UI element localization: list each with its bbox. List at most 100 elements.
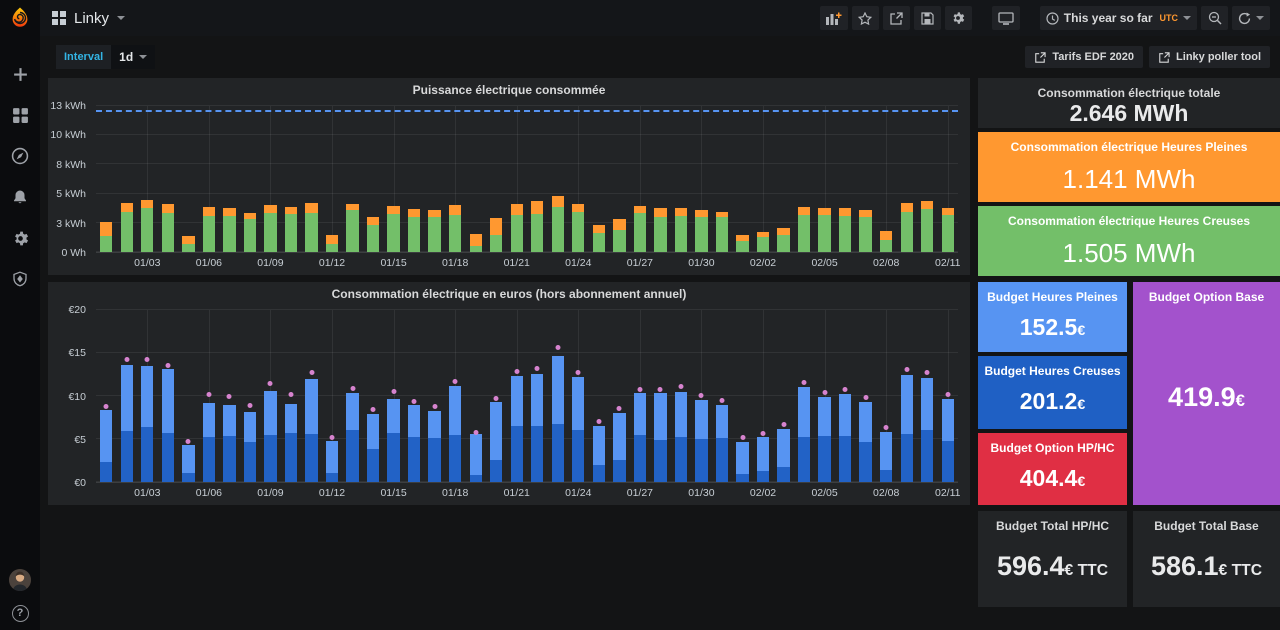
v-gridline bbox=[886, 310, 888, 482]
bar-segment bbox=[469, 433, 482, 476]
bar-segment bbox=[674, 437, 688, 482]
panel-title[interactable]: Puissance électrique consommée bbox=[412, 83, 606, 97]
user-avatar[interactable] bbox=[9, 569, 31, 591]
x-tick-label: 01/24 bbox=[565, 257, 592, 269]
x-tick-label: 01/30 bbox=[688, 487, 715, 499]
bar-segment bbox=[284, 432, 298, 482]
bar-segment bbox=[428, 210, 441, 218]
bar-segment bbox=[325, 472, 339, 482]
stat-title[interactable]: Budget Option Base bbox=[1148, 290, 1265, 304]
x-tick-label: 01/03 bbox=[134, 257, 161, 269]
bar-segment bbox=[387, 213, 400, 252]
y-tick-label: 5 kWh bbox=[56, 188, 86, 201]
dashboard-title-caret-icon[interactable] bbox=[117, 16, 126, 20]
h-gridline bbox=[96, 251, 958, 252]
bar-segment bbox=[428, 438, 441, 482]
bar-segment bbox=[161, 432, 174, 482]
bar-segment bbox=[182, 445, 195, 473]
dashboards-icon[interactable] bbox=[6, 101, 34, 129]
bar-segment bbox=[777, 467, 790, 482]
point-marker bbox=[267, 380, 273, 386]
refresh-button[interactable] bbox=[1232, 6, 1270, 30]
time-range-picker[interactable]: This year so far UTC bbox=[1039, 6, 1197, 30]
link-tarifs-edf[interactable]: Tarifs EDF 2020 bbox=[1025, 46, 1144, 68]
y-tick-label: 13 kWh bbox=[50, 100, 86, 112]
point-marker bbox=[165, 362, 171, 368]
bar-segment bbox=[674, 216, 688, 252]
share-dashboard-button[interactable] bbox=[882, 6, 910, 30]
x-tick-label: 02/02 bbox=[749, 487, 777, 499]
stat-title[interactable]: Consommation électrique totale bbox=[1037, 86, 1221, 100]
bar-segment bbox=[859, 402, 872, 442]
x-tick-label: 02/11 bbox=[934, 257, 961, 269]
bar-segment bbox=[449, 385, 462, 435]
bar-segment bbox=[756, 237, 770, 252]
grafana-logo-icon[interactable] bbox=[0, 0, 40, 36]
bar-segment bbox=[202, 402, 216, 438]
stat-budget-total-hphc: Budget Total HP/HC 596.4€ TTC bbox=[978, 511, 1127, 607]
bar-segment bbox=[880, 432, 893, 470]
bar-segment bbox=[161, 369, 174, 433]
x-tick-label: 01/15 bbox=[380, 487, 407, 499]
v-gridline bbox=[763, 106, 765, 252]
star-dashboard-button[interactable] bbox=[851, 6, 879, 30]
interval-variable[interactable]: Interval 1d bbox=[56, 45, 156, 69]
server-admin-shield-icon[interactable] bbox=[6, 265, 34, 293]
create-icon[interactable] bbox=[6, 60, 34, 88]
v-gridline bbox=[332, 310, 334, 482]
point-marker bbox=[329, 434, 335, 440]
euro-chart-plot bbox=[96, 309, 958, 483]
bar-segment bbox=[859, 217, 872, 252]
bar-segment bbox=[941, 399, 954, 441]
bar-segment bbox=[818, 214, 831, 252]
bar-segment bbox=[100, 221, 113, 237]
bar-segment bbox=[305, 378, 318, 434]
add-panel-button[interactable] bbox=[819, 6, 848, 30]
bar-segment bbox=[223, 436, 236, 482]
v-gridline bbox=[455, 106, 457, 252]
h-gridline bbox=[96, 395, 958, 396]
bar-segment bbox=[407, 209, 421, 218]
bar-segment bbox=[100, 409, 113, 463]
stat-title[interactable]: Budget Heures Creuses bbox=[984, 364, 1121, 378]
external-link-icon bbox=[1035, 51, 1046, 63]
time-range-caret-icon bbox=[1183, 16, 1191, 20]
stat-title[interactable]: Consommation électrique Heures Creuses bbox=[1007, 214, 1251, 228]
bar-segment bbox=[613, 413, 626, 460]
link-linky-poller[interactable]: Linky poller tool bbox=[1149, 46, 1270, 68]
alerting-bell-icon[interactable] bbox=[6, 183, 34, 211]
bar-segment bbox=[531, 373, 544, 427]
x-axis: 01/03 01/06 01/09 01/12 01/15 01/18 01/21 01/24… bbox=[96, 257, 961, 272]
bar-segment bbox=[613, 459, 626, 482]
point-marker bbox=[719, 397, 725, 403]
stat-title[interactable]: Budget Total HP/HC bbox=[995, 519, 1110, 533]
dashboard-title[interactable]: Linky bbox=[74, 9, 110, 27]
bar-segment bbox=[243, 442, 257, 482]
zoom-out-button[interactable] bbox=[1201, 6, 1228, 30]
refresh-interval-caret-icon[interactable] bbox=[1256, 16, 1264, 20]
bar-segment bbox=[366, 449, 380, 482]
bar-segment bbox=[449, 214, 462, 252]
bar-segment bbox=[490, 235, 503, 252]
stat-title[interactable]: Budget Total Base bbox=[1154, 519, 1259, 533]
dashboard-settings-button[interactable] bbox=[944, 6, 972, 30]
stat-title[interactable]: Consommation électrique Heures Pleines bbox=[1010, 140, 1248, 154]
stat-title[interactable]: Budget Heures Pleines bbox=[987, 290, 1118, 304]
cycle-view-tv-button[interactable] bbox=[991, 6, 1020, 30]
bar-segment bbox=[428, 217, 441, 252]
interval-value-dropdown[interactable]: 1d bbox=[111, 45, 156, 69]
panel-title[interactable]: Consommation électrique en euros (hors a… bbox=[331, 287, 687, 301]
point-marker bbox=[924, 370, 930, 376]
help-icon[interactable]: ? bbox=[11, 605, 29, 622]
stat-title[interactable]: Budget Option HP/HC bbox=[990, 441, 1115, 455]
point-marker bbox=[124, 356, 130, 362]
save-dashboard-button[interactable] bbox=[913, 6, 941, 30]
bar-segment bbox=[182, 244, 195, 252]
v-gridline bbox=[393, 310, 395, 482]
interval-caret-icon bbox=[139, 55, 148, 59]
configuration-gear-icon[interactable] bbox=[6, 224, 34, 252]
bar-segment bbox=[243, 412, 257, 443]
bar-segment bbox=[141, 426, 154, 482]
bar-segment bbox=[182, 472, 195, 482]
explore-compass-icon[interactable] bbox=[6, 142, 34, 170]
